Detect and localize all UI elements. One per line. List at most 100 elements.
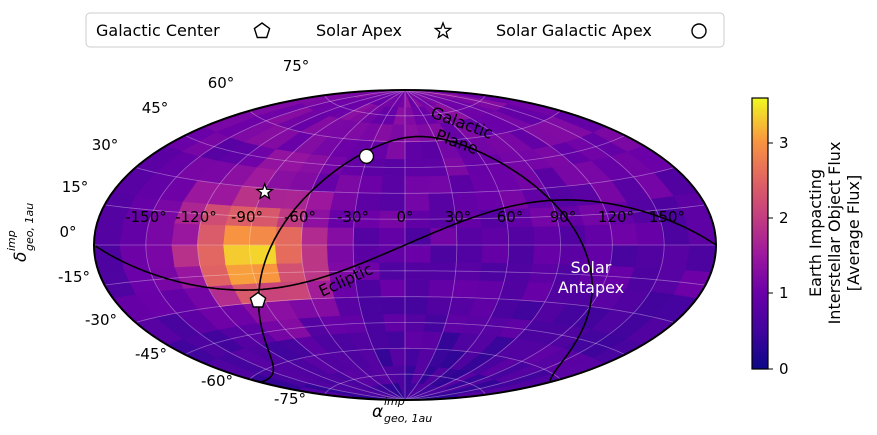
- y-tick-label: 75°: [283, 57, 310, 75]
- x-tick-label: 60°: [497, 208, 524, 226]
- parallel-line: [135, 167, 675, 194]
- colorbar-gradient: [751, 97, 769, 370]
- heatmap-cell: [634, 244, 665, 269]
- parallel-line: [104, 270, 706, 286]
- heatmap-cell: [197, 244, 227, 267]
- legend-box: [85, 12, 725, 48]
- heatmap-cell: [145, 244, 176, 269]
- meridian-line: [404, 90, 665, 400]
- meridian-line: [404, 90, 613, 400]
- heatmap-cell: [223, 244, 252, 266]
- meridian-line: [249, 90, 406, 400]
- heatmap-cell: [249, 244, 278, 265]
- x-tick-label: 0°: [396, 208, 413, 226]
- x-tick-label: 150°: [649, 208, 685, 226]
- parallel-line: [184, 135, 626, 168]
- y-axis-subscript: geo, 1au: [23, 203, 36, 251]
- heatmap-cell: [430, 227, 458, 246]
- heatmap-cell: [426, 296, 453, 315]
- y-tick-label: 60°: [208, 74, 235, 92]
- heatmap-cell: [481, 226, 510, 246]
- solar-apex-marker: [255, 182, 275, 200]
- heatmap-cell: [404, 296, 429, 315]
- y-tick-label: 0°: [59, 223, 76, 241]
- heatmap-cell: [94, 244, 125, 273]
- x-axis-superscript: imp: [384, 395, 405, 408]
- parallel-line: [104, 204, 706, 220]
- legend-star-icon: [433, 21, 453, 39]
- heatmap-cell: [326, 244, 355, 264]
- x-tick-labels: -150° -120° -90° -60° -30° 0° 30° 60° 90…: [125, 208, 685, 226]
- heatmap-cell: [385, 330, 406, 349]
- heatmap-cell: [428, 279, 456, 298]
- y-tick-label: -60°: [201, 372, 233, 390]
- legend-pentagon-icon: [253, 22, 271, 39]
- colorbar-tick-label: 1: [779, 284, 789, 302]
- solar-galactic-apex-marker: [358, 148, 375, 165]
- heatmap-cell: [326, 226, 355, 246]
- heatmap-cell: [430, 244, 458, 263]
- colorbar-label-line2: Interstellar Object Flux: [825, 142, 844, 325]
- heatmap-cell: [532, 244, 561, 265]
- heatmap-cell: [300, 226, 329, 246]
- heatmap-cell: [404, 175, 429, 194]
- heatmap-cell: [381, 296, 406, 315]
- graticule-grid: [94, 90, 716, 400]
- y-tick-label: 45°: [142, 99, 169, 117]
- legend-label-solar-apex: Solar Apex: [316, 21, 402, 40]
- antapex-label-line2: Antapex: [558, 278, 624, 297]
- heatmap-cell: [381, 175, 406, 194]
- heatmap-cell: [481, 244, 510, 264]
- heatmap-cell: [357, 296, 384, 315]
- x-axis-subscript: geo, 1au: [384, 412, 432, 425]
- heatmap-cell: [532, 225, 561, 246]
- parallel-line: [184, 322, 626, 355]
- legend-label-solar-galactic-apex: Solar Galactic Apex: [496, 21, 652, 40]
- curves: [95, 135, 716, 383]
- heatmap-cell: [378, 227, 406, 246]
- meridian-line: [404, 90, 510, 400]
- x-axis-symbol: α: [372, 402, 383, 422]
- x-axis-label: α imp geo, 1au: [372, 395, 432, 425]
- parallel-line: [324, 373, 486, 395]
- meridian-line: [197, 90, 406, 400]
- y-tick-label: -45°: [135, 345, 167, 363]
- meridian-line: [404, 90, 561, 400]
- sky-outline: [93, 89, 717, 401]
- heatmap-cell: [426, 175, 453, 194]
- parallel-line: [249, 347, 561, 380]
- heatmap-cell: [507, 244, 535, 264]
- heatmap-cell: [455, 244, 484, 264]
- y-axis-superscript: imp: [5, 230, 18, 251]
- y-axis-label: δ imp geo, 1au: [5, 203, 36, 262]
- colorbar-label: Earth Impacting Interstellar Object Flux…: [806, 142, 863, 325]
- heatmap-cell: [300, 244, 329, 264]
- meridian-line: [404, 90, 458, 400]
- x-tick-label: -60°: [284, 208, 316, 226]
- x-tick-label: -90°: [231, 208, 263, 226]
- heatmap-cell: [171, 244, 201, 268]
- ecliptic-line: [95, 244, 406, 291]
- flux-heatmap: [94, 90, 716, 400]
- parallel-line: [324, 95, 486, 117]
- heatmap-cell: [379, 279, 406, 298]
- galactic-center-marker: [249, 291, 267, 308]
- colorbar-label-line3: [Average Flux]: [844, 175, 863, 292]
- heatmap-cell: [685, 217, 716, 246]
- solar-antapex-label: Solar Antapex: [558, 258, 624, 297]
- antapex-label-line1: Solar: [571, 258, 612, 277]
- heatmap-cell: [385, 141, 406, 160]
- heatmap-cell: [660, 244, 691, 271]
- x-tick-label: -30°: [337, 208, 369, 226]
- heatmap-cell: [357, 175, 384, 194]
- x-tick-label: -120°: [175, 208, 217, 226]
- y-tick-label: -15°: [58, 268, 90, 286]
- y-tick-label: -30°: [85, 311, 117, 329]
- heatmap-cell: [455, 226, 484, 246]
- x-tick-label: -150°: [125, 208, 167, 226]
- legend: Galactic Center Solar Apex Solar Galacti…: [85, 12, 725, 48]
- heatmap-cell: [352, 227, 380, 246]
- heatmap-cell: [404, 279, 431, 298]
- colorbar: 0 1 2 3 Earth Impacting Interstellar Obj…: [751, 97, 863, 378]
